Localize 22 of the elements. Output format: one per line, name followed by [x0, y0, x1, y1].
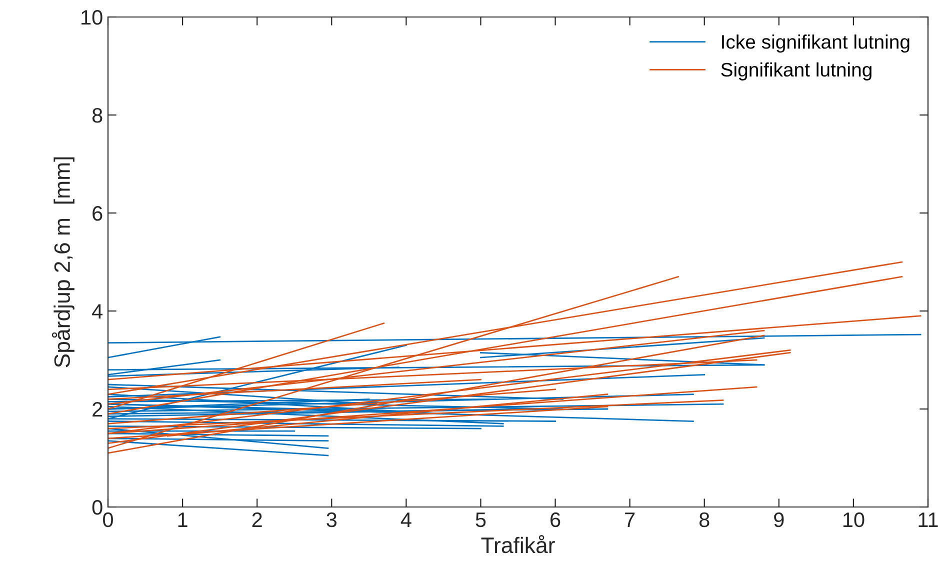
- x-tick-label: 0: [103, 512, 113, 528]
- x-tick-label: 3: [326, 512, 337, 528]
- x-tick-label: 9: [774, 512, 784, 528]
- y-tick-label: 6: [92, 206, 102, 221]
- y-tick-label: 4: [92, 304, 103, 319]
- y-tick-label: 0: [92, 500, 102, 515]
- x-tick-label: 1: [178, 512, 188, 527]
- y-tick-label: 8: [92, 108, 102, 123]
- y-tick-label: 2: [92, 402, 102, 417]
- x-tick-label: 2: [252, 512, 262, 527]
- x-tick-label: 7: [625, 512, 635, 527]
- legend-label: Icke signifikant lutning: [722, 34, 910, 53]
- y-tick-label: 10: [82, 10, 102, 25]
- y-axis-title: Spårdjup 2,6 m [mm]: [52, 157, 74, 368]
- x-tick-label: 5: [476, 512, 486, 528]
- x-tick-label: 6: [550, 512, 560, 528]
- x-tick-label: 10: [843, 512, 864, 528]
- x-tick-label: 11: [918, 512, 938, 527]
- x-tick-label: 4: [400, 512, 412, 527]
- x-tick-label: 8: [699, 512, 710, 528]
- x-axis-title: Trafikår: [481, 535, 555, 554]
- legend-label: Signifikant lutning: [721, 62, 872, 80]
